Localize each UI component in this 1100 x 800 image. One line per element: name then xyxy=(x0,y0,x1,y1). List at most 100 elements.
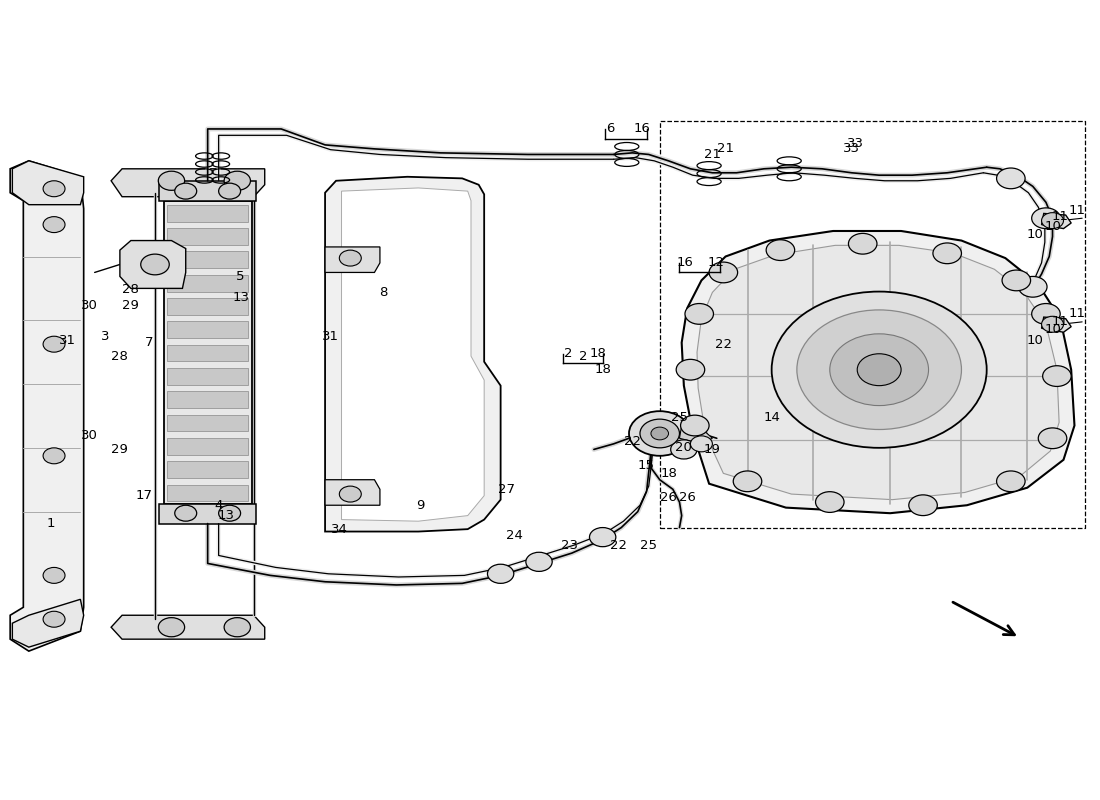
Text: 15: 15 xyxy=(638,459,656,472)
Polygon shape xyxy=(167,485,249,502)
Text: 10: 10 xyxy=(1044,220,1061,233)
Text: 10: 10 xyxy=(1026,334,1044,346)
Circle shape xyxy=(339,250,361,266)
Polygon shape xyxy=(1042,214,1071,229)
Polygon shape xyxy=(167,274,249,291)
Circle shape xyxy=(1032,303,1060,324)
Text: 16: 16 xyxy=(676,256,693,270)
Text: 26: 26 xyxy=(679,490,695,504)
Text: 28: 28 xyxy=(122,283,140,297)
Circle shape xyxy=(651,427,669,440)
Circle shape xyxy=(1002,270,1031,290)
Text: 33: 33 xyxy=(847,137,864,150)
Polygon shape xyxy=(167,251,249,268)
Circle shape xyxy=(158,171,185,190)
Text: 5: 5 xyxy=(236,270,245,283)
Polygon shape xyxy=(167,462,249,478)
Text: 12: 12 xyxy=(707,256,724,270)
Polygon shape xyxy=(12,599,84,647)
Text: 31: 31 xyxy=(58,334,76,346)
Circle shape xyxy=(224,171,251,190)
Polygon shape xyxy=(160,181,256,201)
Circle shape xyxy=(997,471,1025,492)
Text: 14: 14 xyxy=(763,411,780,424)
Polygon shape xyxy=(120,241,186,288)
Polygon shape xyxy=(167,322,249,338)
Polygon shape xyxy=(10,161,84,651)
Circle shape xyxy=(857,354,901,386)
Text: 11: 11 xyxy=(1052,210,1069,223)
Text: 28: 28 xyxy=(111,350,129,362)
Text: 24: 24 xyxy=(506,529,524,542)
Polygon shape xyxy=(682,231,1075,514)
Text: 25: 25 xyxy=(640,538,658,551)
Circle shape xyxy=(224,618,251,637)
Text: 18: 18 xyxy=(590,347,607,360)
Text: 16: 16 xyxy=(634,122,650,135)
Polygon shape xyxy=(167,414,249,431)
Circle shape xyxy=(43,611,65,627)
Circle shape xyxy=(43,181,65,197)
Polygon shape xyxy=(680,426,713,444)
Circle shape xyxy=(1043,366,1071,386)
Polygon shape xyxy=(167,391,249,408)
Polygon shape xyxy=(167,438,249,454)
Circle shape xyxy=(175,506,197,521)
Text: 26: 26 xyxy=(660,490,676,504)
Text: 2: 2 xyxy=(564,347,573,360)
Text: 34: 34 xyxy=(331,522,348,536)
Polygon shape xyxy=(167,368,249,385)
Text: 21: 21 xyxy=(717,142,734,155)
Polygon shape xyxy=(160,504,256,523)
Text: 2: 2 xyxy=(579,350,587,362)
Circle shape xyxy=(43,217,65,233)
Polygon shape xyxy=(341,188,484,521)
Text: 31: 31 xyxy=(322,330,339,342)
Circle shape xyxy=(526,552,552,571)
Text: 10: 10 xyxy=(1026,228,1044,241)
Circle shape xyxy=(829,334,928,406)
Circle shape xyxy=(691,436,713,452)
Text: 19: 19 xyxy=(704,443,720,456)
Polygon shape xyxy=(111,615,265,639)
Circle shape xyxy=(796,310,961,430)
Text: 20: 20 xyxy=(675,442,692,454)
Circle shape xyxy=(487,564,514,583)
Text: 21: 21 xyxy=(704,148,720,161)
Circle shape xyxy=(909,495,937,515)
Text: 17: 17 xyxy=(135,489,153,502)
Polygon shape xyxy=(12,161,84,205)
Text: 25: 25 xyxy=(671,411,688,424)
Circle shape xyxy=(767,240,794,261)
Polygon shape xyxy=(167,205,249,222)
Circle shape xyxy=(1019,277,1047,297)
Circle shape xyxy=(629,411,691,456)
Text: 29: 29 xyxy=(122,299,140,313)
Polygon shape xyxy=(697,246,1059,500)
Circle shape xyxy=(710,262,738,283)
Circle shape xyxy=(771,291,987,448)
Polygon shape xyxy=(167,228,249,245)
Text: 29: 29 xyxy=(111,443,129,456)
Circle shape xyxy=(141,254,169,275)
Circle shape xyxy=(671,440,697,459)
Text: 3: 3 xyxy=(101,330,110,342)
Circle shape xyxy=(1032,208,1060,229)
Circle shape xyxy=(43,567,65,583)
Text: 22: 22 xyxy=(624,435,641,448)
Text: 1: 1 xyxy=(46,517,55,530)
Text: 18: 18 xyxy=(660,467,676,480)
Text: 30: 30 xyxy=(80,430,98,442)
Circle shape xyxy=(219,183,241,199)
Text: 11: 11 xyxy=(1052,315,1069,328)
Circle shape xyxy=(43,448,65,464)
Text: 22: 22 xyxy=(715,338,732,350)
Text: 33: 33 xyxy=(844,142,860,155)
Text: 9: 9 xyxy=(416,498,425,512)
Polygon shape xyxy=(326,247,379,273)
Circle shape xyxy=(590,527,616,546)
Circle shape xyxy=(339,486,361,502)
Polygon shape xyxy=(167,345,249,362)
Circle shape xyxy=(685,303,714,324)
Text: 4: 4 xyxy=(214,498,223,512)
